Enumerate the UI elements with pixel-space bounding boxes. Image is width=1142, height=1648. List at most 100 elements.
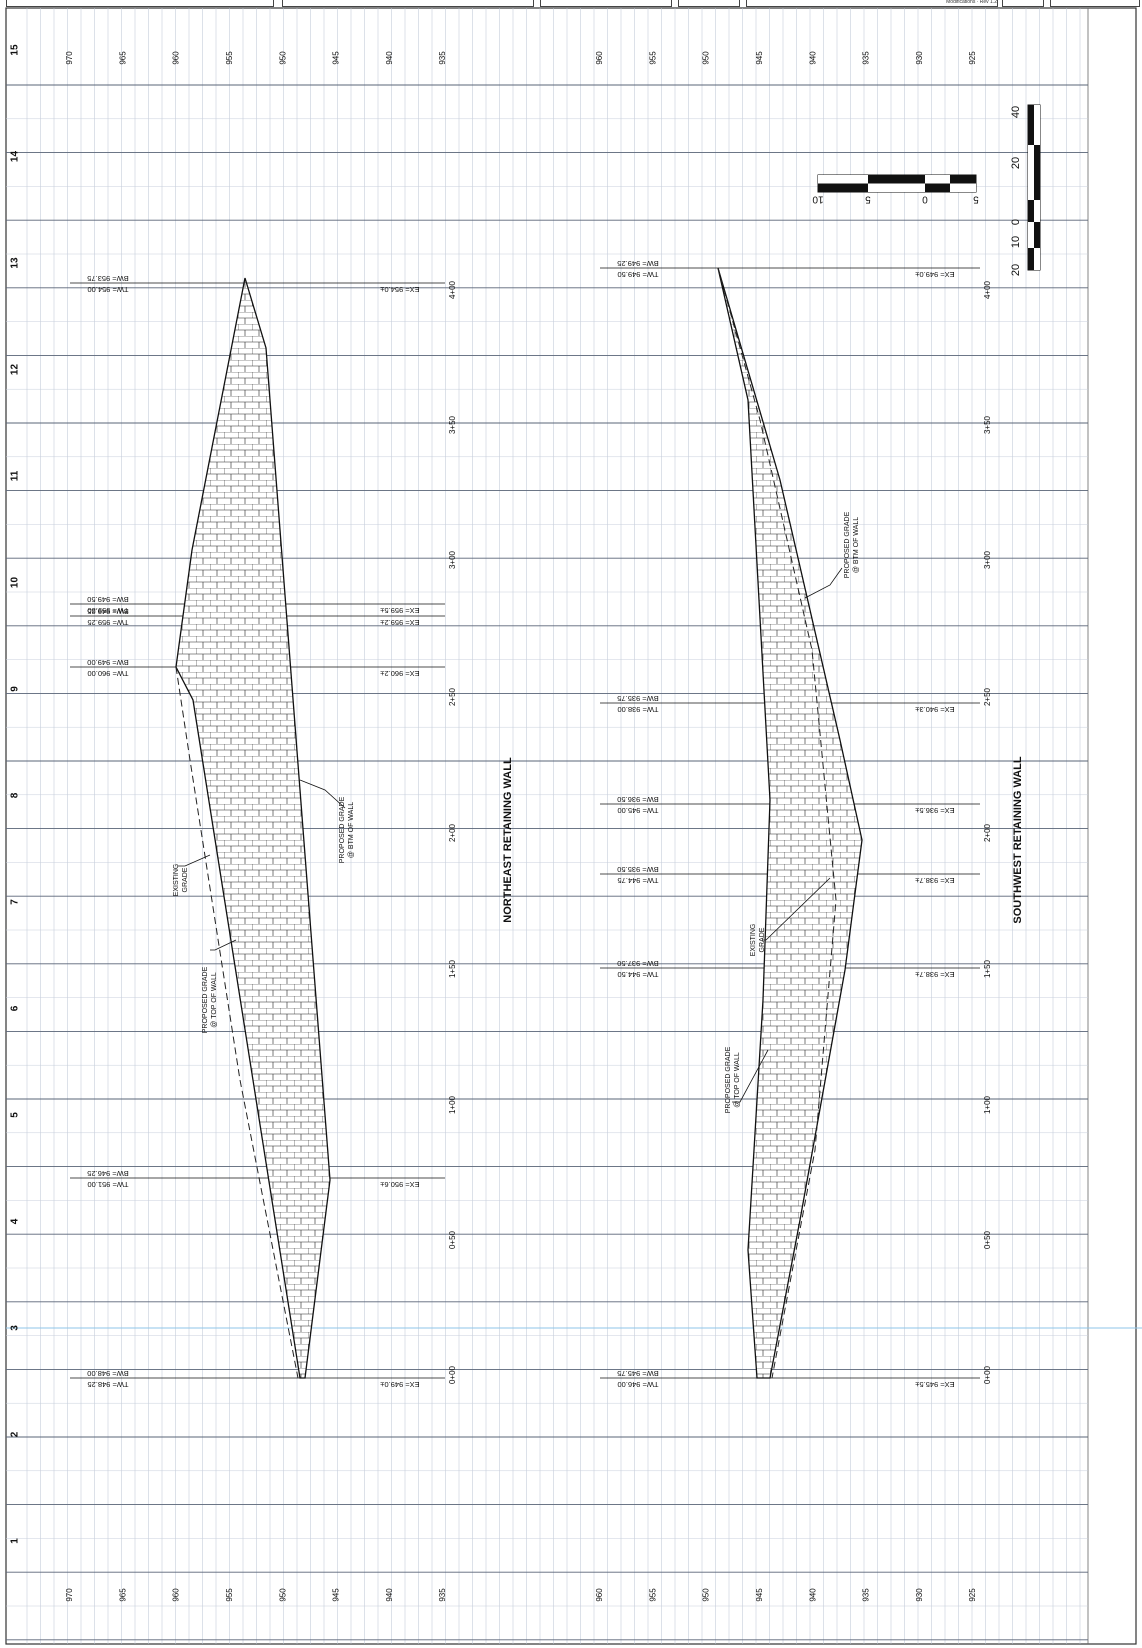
minor-grid: [6, 8, 1088, 1644]
horizontal-scale-segment: [818, 175, 868, 184]
elevation-label-bottom: 930: [915, 1588, 924, 1602]
horizontal-scale-label: 10: [812, 193, 824, 204]
wall-title: NORTHEAST RETAINING WALL: [502, 757, 514, 923]
horizontal-scale-segment: [950, 175, 976, 184]
elevation-label-top: 955: [225, 51, 234, 65]
station-label: 2+50: [983, 687, 992, 706]
sheet-row-label: 6: [10, 1005, 21, 1011]
bottom-of-wall-callout: BW= 949.00: [87, 658, 128, 667]
bottom-of-wall-callout: BW= 946.25: [87, 1169, 128, 1178]
station-label: 4+00: [983, 280, 992, 299]
elevation-label-top: 940: [385, 51, 394, 65]
existing-grade-callout: EX= 960.2±: [380, 669, 419, 678]
elevation-label-bottom: 950: [278, 1588, 287, 1602]
vertical-scale-label: 0: [1010, 219, 1022, 225]
sheet-row-label: 4: [10, 1218, 21, 1224]
note-proposed-grade-btm: PROPOSED GRADE: [844, 511, 851, 578]
sheet-row-label: 15: [10, 44, 21, 56]
wall-elevation-shape: [175, 277, 331, 1379]
station-label: 3+00: [448, 550, 457, 569]
sheet-border: [5, 7, 1137, 1645]
bottom-of-wall-callout: BW= 936.50: [617, 795, 658, 804]
station-label: 1+00: [983, 1095, 992, 1114]
top-of-wall-callout: TW= 946.00: [617, 1380, 658, 1389]
station-label: 0+00: [983, 1365, 992, 1384]
bottom-of-wall-callout: BW= 948.00: [87, 1369, 128, 1378]
top-of-wall-callout: TW= 959.50: [87, 606, 128, 615]
vertical-scale-segment: [1034, 222, 1040, 248]
elevation-label-top: 930: [915, 51, 924, 65]
station-label: 2+50: [448, 687, 457, 706]
elevation-label-top: 950: [278, 51, 287, 65]
top-of-wall-callout: TW= 949.50: [617, 270, 658, 279]
elevation-label-top: 965: [118, 51, 127, 65]
existing-grade-callout: EX= 940.3±: [915, 705, 954, 714]
elevation-label-bottom: 940: [808, 1588, 817, 1602]
note-proposed-grade-top: PROPOSED GRADE: [202, 966, 209, 1033]
vertical-scale-segment: [1028, 222, 1034, 248]
bottom-of-wall-callout: BW= 949.50: [87, 595, 128, 604]
vertical-scale-label: 20: [1010, 157, 1022, 169]
top-of-wall-callout: TW= 951.00: [87, 1180, 128, 1189]
station-label: 3+50: [983, 415, 992, 434]
elevation-label-bottom: 955: [225, 1588, 234, 1602]
title-block-cell-6: [1002, 0, 1044, 7]
wall-title: SOUTHWEST RETAINING WALL: [1012, 756, 1024, 924]
top-of-wall-callout: TW= 944.50: [617, 970, 658, 979]
elevation-label-top: 950: [702, 51, 711, 65]
leader-line: [299, 779, 346, 809]
existing-grade-callout: EX= 949.0±: [380, 1380, 419, 1389]
bottom-of-wall-callout: BW= 937.50: [617, 959, 658, 968]
bottom-of-wall-callout: BW= 953.75: [87, 274, 128, 283]
elevation-label-bottom: 960: [595, 1588, 604, 1602]
top-of-wall-callout: TW= 959.25: [87, 618, 128, 627]
existing-grade-callout: EX= 936.5±: [915, 806, 954, 815]
note-grade: GRADE: [759, 927, 766, 952]
sheet-row-label: 11: [10, 470, 21, 481]
note-at-top-of-wall: @ TOP OF WALL: [211, 972, 218, 1028]
sheet-row-label: 9: [10, 686, 21, 692]
elevation-label-top: 925: [968, 51, 977, 65]
vertical-scale-segment: [1034, 248, 1040, 270]
existing-grade-line: [717, 267, 837, 1379]
note-proposed-grade-btm: PROPOSED GRADE: [339, 796, 346, 863]
vertical-scale-label: 40: [1010, 106, 1022, 118]
horizontal-scale-label: 5: [973, 193, 979, 204]
sheet-row-label: 2: [10, 1431, 21, 1437]
bottom-of-wall-callout: BW= 945.75: [617, 1369, 658, 1378]
vertical-scale-segment: [1028, 105, 1034, 145]
bottom-of-wall-callout: BW= 949.25: [617, 259, 658, 268]
station-label: 1+50: [983, 959, 992, 978]
note-at-btm-of-wall: @ BTM OF WALL: [348, 802, 355, 858]
station-label: 2+00: [448, 823, 457, 842]
bottom-of-wall-callout: BW= 935.75: [617, 694, 658, 703]
title-block-cell-2: [282, 0, 534, 7]
vertical-scale-segment: [1034, 105, 1040, 145]
existing-grade-callout: EX= 945.5±: [915, 1380, 954, 1389]
leader-line: [210, 939, 237, 951]
horizontal-scale-segment: [925, 183, 950, 192]
sheet-row-label: 13: [10, 257, 21, 269]
vertical-scale-segment: [1034, 200, 1040, 222]
note-at-btm-of-wall: @ BTM OF WALL: [853, 517, 860, 573]
elevation-label-bottom: 950: [702, 1588, 711, 1602]
station-label: 4+00: [448, 280, 457, 299]
bottom-of-wall-callout: BW= 949.25: [87, 607, 128, 616]
note-proposed-grade-top: PROPOSED GRADE: [725, 1046, 732, 1113]
station-label: 0+50: [983, 1230, 992, 1249]
elevation-label-bottom: 935: [862, 1588, 871, 1602]
horizontal-scale-segment: [925, 175, 950, 184]
note-existing: EXISTING: [750, 924, 757, 957]
sheet-row-label: 1: [10, 1538, 21, 1544]
existing-grade-callout: EX= 950.6±: [380, 1180, 419, 1189]
station-label: 3+00: [983, 550, 992, 569]
bottom-of-wall-callout: BW= 935.50: [617, 865, 658, 874]
sheet-row-label: 14: [10, 151, 21, 163]
wall-elevation-shape: [717, 267, 863, 1379]
horizontal-scale-label: 5: [865, 193, 871, 204]
station-label: 1+00: [448, 1095, 457, 1114]
note-existing: EXISTING: [173, 864, 180, 897]
station-label: 2+00: [983, 823, 992, 842]
elevation-label-bottom: 965: [118, 1588, 127, 1602]
